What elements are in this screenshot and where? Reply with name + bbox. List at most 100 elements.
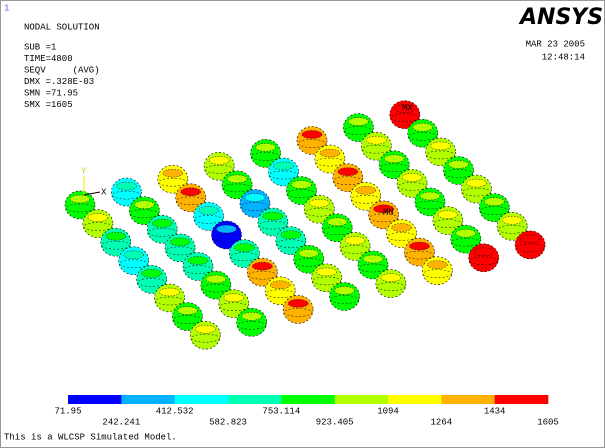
ball-top bbox=[327, 218, 347, 226]
ball-top bbox=[152, 219, 172, 227]
solder-ball bbox=[422, 257, 452, 285]
ball-top bbox=[299, 249, 319, 257]
header-line: DMX =.328E-03 bbox=[24, 77, 94, 87]
ball-top bbox=[363, 255, 383, 263]
solder-ball bbox=[469, 244, 499, 272]
time: 12:48:14 bbox=[542, 52, 585, 62]
header-line: TIME=4800 bbox=[24, 54, 73, 64]
ball-top bbox=[281, 231, 301, 239]
solder-ball bbox=[515, 231, 545, 259]
header-line: SUB =1 bbox=[24, 42, 56, 52]
ball-top bbox=[199, 206, 219, 214]
ball-top bbox=[420, 192, 440, 200]
ball-top bbox=[188, 257, 208, 265]
legend-label: 923.405 bbox=[316, 417, 354, 427]
ball-top bbox=[317, 268, 337, 276]
logo: ANSYS bbox=[518, 5, 603, 30]
ball-top bbox=[381, 274, 401, 282]
viewport: 1 NODAL SOLUTION ANSYS MAR 23 2005 12:48… bbox=[0, 0, 605, 448]
ball-top bbox=[181, 188, 201, 196]
ball-top bbox=[124, 251, 144, 259]
ball-top bbox=[520, 235, 540, 243]
ball-top bbox=[177, 307, 197, 315]
ball-top bbox=[227, 175, 247, 183]
header-line: SEQV (AVG) bbox=[24, 65, 100, 75]
ball-top bbox=[195, 325, 215, 333]
x-axis-label: X bbox=[101, 187, 107, 197]
header-line: SMX =1605 bbox=[24, 100, 73, 110]
ball-top bbox=[217, 225, 237, 233]
ball-top bbox=[274, 162, 294, 170]
ball-top bbox=[234, 244, 254, 252]
ball-top bbox=[484, 198, 504, 206]
ball-top bbox=[474, 248, 494, 256]
ball-top bbox=[413, 123, 433, 131]
ball-top bbox=[320, 149, 340, 157]
date: MAR 23 2005 bbox=[526, 39, 585, 49]
solder-ball bbox=[190, 321, 220, 349]
ball-top bbox=[402, 173, 422, 181]
ball-top bbox=[356, 186, 376, 194]
ball-top bbox=[392, 224, 412, 232]
legend-swatch bbox=[495, 395, 549, 404]
legend-swatch bbox=[335, 395, 389, 404]
legend-label: 582.823 bbox=[209, 417, 247, 427]
legend-swatch bbox=[175, 395, 229, 404]
page: 1 NODAL SOLUTION ANSYS MAR 23 2005 12:48… bbox=[0, 0, 605, 448]
ball-top bbox=[242, 312, 262, 320]
solder-ball bbox=[237, 308, 267, 336]
ball-top bbox=[309, 199, 329, 207]
header-line: SMN =71.95 bbox=[24, 88, 78, 98]
ball-top bbox=[456, 229, 476, 237]
ball-top bbox=[338, 168, 358, 176]
solder-ball bbox=[376, 270, 406, 298]
ball-top bbox=[134, 201, 154, 209]
y-axis-label: Y bbox=[81, 166, 87, 176]
legend-swatch bbox=[441, 395, 495, 404]
ball-top bbox=[348, 118, 368, 126]
ball-top bbox=[431, 142, 451, 150]
ball-top bbox=[224, 294, 244, 302]
ball-top bbox=[170, 238, 190, 246]
legend-swatch bbox=[68, 395, 122, 404]
mn-label: MN bbox=[383, 207, 394, 217]
ball-top bbox=[245, 194, 265, 202]
ball-top bbox=[288, 299, 308, 307]
ball-top bbox=[116, 182, 136, 190]
legend-label: 1264 bbox=[431, 417, 453, 427]
legend-label: 242.241 bbox=[102, 417, 140, 427]
solder-ball bbox=[330, 283, 360, 311]
legend-label: 1434 bbox=[484, 406, 506, 416]
mx-label: MX bbox=[402, 103, 413, 113]
ball-top bbox=[209, 156, 229, 164]
legend-label: 412.532 bbox=[156, 406, 194, 416]
legend-label: 1094 bbox=[377, 406, 399, 416]
ball-top bbox=[256, 143, 276, 151]
ball-top bbox=[409, 242, 429, 250]
legend-swatch bbox=[281, 395, 335, 404]
legend-label: 71.95 bbox=[54, 406, 81, 416]
ball-top bbox=[384, 155, 404, 163]
legend-swatch bbox=[121, 395, 175, 404]
ball-top bbox=[345, 236, 365, 244]
ball-top bbox=[502, 216, 522, 224]
ball-top bbox=[160, 288, 180, 296]
window-number: 1 bbox=[4, 3, 9, 13]
ball-top bbox=[70, 195, 90, 203]
ball-top bbox=[88, 214, 108, 222]
ball-top bbox=[438, 211, 458, 219]
ball-top bbox=[427, 261, 447, 269]
footer: This is a WLCSP Simulated Model. bbox=[4, 432, 177, 442]
ball-top bbox=[163, 169, 183, 177]
ball-top bbox=[252, 262, 272, 270]
legend-swatch bbox=[388, 395, 442, 404]
ball-top bbox=[335, 287, 355, 295]
ball-top bbox=[366, 136, 386, 144]
legend-label: 1605 bbox=[537, 417, 559, 427]
header-title: NODAL SOLUTION bbox=[24, 22, 100, 32]
legend-swatch bbox=[228, 395, 282, 404]
ball-top bbox=[291, 181, 311, 189]
solder-ball bbox=[283, 295, 313, 323]
legend-label: 753.114 bbox=[262, 406, 300, 416]
ball-top bbox=[263, 212, 283, 220]
